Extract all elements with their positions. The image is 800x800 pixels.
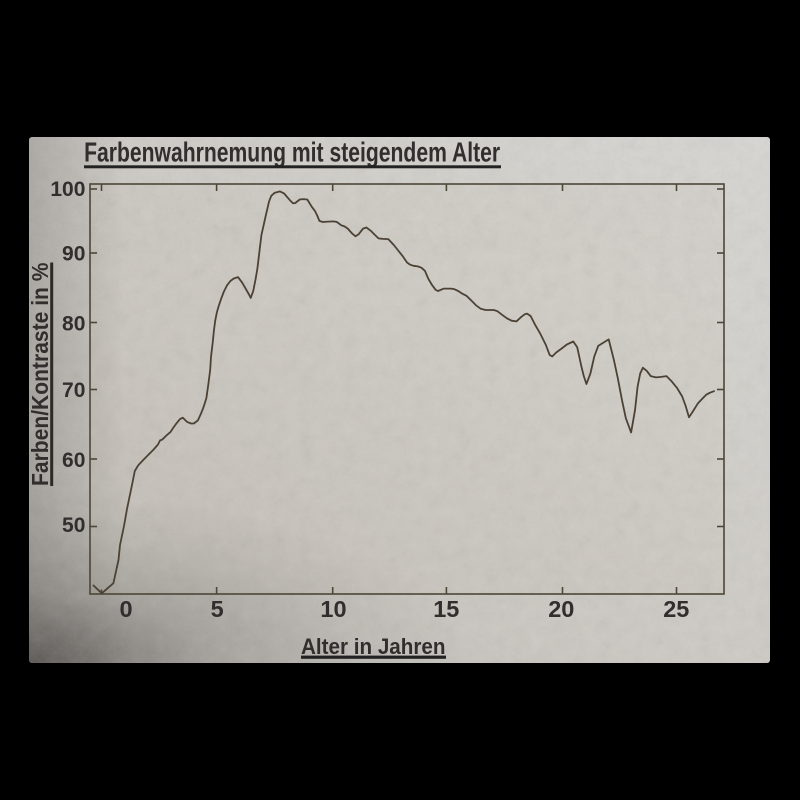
svg-text:90: 90 [62,243,85,266]
svg-text:Farbenwahrnemung mit steigende: Farbenwahrnemung mit steigendem Alter [84,137,500,168]
svg-text:20: 20 [548,596,574,622]
svg-text:25: 25 [663,596,689,622]
svg-text:100: 100 [50,178,85,201]
svg-text:15: 15 [433,596,459,622]
svg-text:70: 70 [62,379,85,402]
svg-text:50: 50 [62,514,85,537]
svg-text:5: 5 [211,596,224,622]
svg-text:Farben/Kontraste in %: Farben/Kontraste in % [29,263,53,487]
svg-text:60: 60 [62,449,85,472]
svg-text:Alter in Jahren: Alter in Jahren [301,634,446,659]
svg-text:0: 0 [119,596,132,622]
svg-text:80: 80 [62,313,85,336]
svg-text:10: 10 [320,596,346,622]
